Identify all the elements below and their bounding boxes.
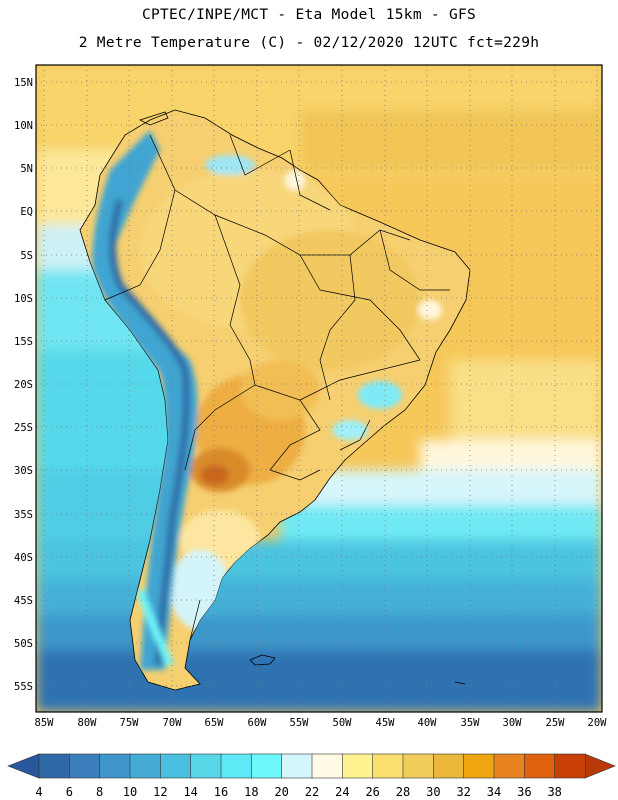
- lon-label: 80W: [78, 717, 98, 729]
- colorbar-swatch: [160, 753, 192, 779]
- latitude-labels: 15N 10N 5N EQ 5S 10S 15S 20S 25S 30S 35S…: [14, 77, 33, 693]
- colorbar-swatch: [524, 753, 556, 779]
- lon-label: 50W: [333, 717, 353, 729]
- lon-label: 75W: [120, 717, 140, 729]
- lon-label: 85W: [35, 717, 55, 729]
- colorbar-swatch: [463, 753, 495, 779]
- temperature-colorbar: 4 6 8 10 12 14 16 18 20 22 24 26 28 30 32 34 36 38: [7, 753, 616, 799]
- colorbar-tick-label: 16: [214, 785, 228, 799]
- lat-label: 5S: [20, 250, 33, 262]
- lat-label: 5N: [20, 163, 33, 175]
- colorbar-swatch: [251, 753, 283, 779]
- colorbar-swatch: [554, 753, 586, 779]
- colorbar-tick-label: 10: [123, 785, 137, 799]
- colorbar-tick-label: 32: [456, 785, 470, 799]
- colorbar-swatch: [129, 753, 162, 779]
- lat-label: 35S: [14, 509, 33, 521]
- lon-label: 25W: [546, 717, 566, 729]
- colorbar-swatch: [281, 753, 313, 779]
- map-frame: [35, 64, 603, 713]
- lon-label: 45W: [376, 717, 396, 729]
- lon-label: 40W: [418, 717, 438, 729]
- longitude-labels: 85W 80W 75W 70W 65W 60W 55W 50W 45W 40W …: [35, 717, 608, 729]
- lon-label: 20W: [588, 717, 608, 729]
- colorbar-tick-label: 28: [396, 785, 410, 799]
- colorbar-tick-label: 18: [244, 785, 258, 799]
- temperature-field: [36, 65, 602, 712]
- lon-label: 70W: [163, 717, 183, 729]
- colorbar-tick-label: 20: [274, 785, 288, 799]
- lat-label: 50S: [14, 638, 33, 650]
- lat-label: 10S: [14, 293, 33, 305]
- lat-label: 55S: [14, 681, 33, 693]
- colorbar-swatch: [433, 753, 465, 779]
- colorbar-right-arrow: [584, 753, 616, 779]
- lon-label: 35W: [461, 717, 481, 729]
- colorbar-tick-label: 14: [183, 785, 197, 799]
- lat-label: 15N: [14, 77, 33, 89]
- colorbar-tick-label: 8: [96, 785, 103, 799]
- map-title-line-2: 2 Metre Temperature (C) - 02/12/2020 12U…: [78, 35, 540, 51]
- lon-label: 55W: [290, 717, 310, 729]
- colorbar-swatch: [99, 753, 131, 779]
- colorbar-tick-label: 36: [517, 785, 531, 799]
- colorbar-tick-label: 24: [335, 785, 349, 799]
- lat-label: 20S: [14, 379, 33, 391]
- lon-label: 60W: [248, 717, 268, 729]
- lat-label: 45S: [14, 595, 33, 607]
- map-title-line-1: CPTEC/INPE/MCT - Eta Model 15km - GFS: [141, 7, 477, 23]
- lat-label: EQ: [20, 206, 33, 218]
- colorbar-swatch: [69, 753, 101, 779]
- lon-label: 30W: [503, 717, 523, 729]
- colorbar-swatch: [38, 753, 71, 779]
- colorbar-tick-label: 12: [153, 785, 167, 799]
- colorbar-tick-label: 26: [365, 785, 379, 799]
- colorbar-tick-label: 4: [35, 785, 42, 799]
- colorbar-swatch: [311, 753, 344, 779]
- lat-label: 25S: [14, 422, 33, 434]
- lat-label: 30S: [14, 465, 33, 477]
- colorbar-swatch: [493, 753, 526, 779]
- colorbar-swatch: [220, 753, 253, 779]
- colorbar-tick-label: 30: [426, 785, 440, 799]
- lon-label: 65W: [205, 717, 225, 729]
- colorbar-swatch: [372, 753, 404, 779]
- colorbar-tick-label: 6: [66, 785, 73, 799]
- colorbar-swatch: [190, 753, 222, 779]
- colorbar-tick-label: 38: [547, 785, 561, 799]
- colorbar-left-arrow: [7, 753, 40, 779]
- colorbar-tick-label: 22: [305, 785, 319, 799]
- lat-label: 10N: [14, 120, 33, 132]
- colorbar-swatch: [342, 753, 374, 779]
- colorbar-swatch: [402, 753, 435, 779]
- lat-label: 40S: [14, 552, 33, 564]
- colorbar-tick-label: 34: [487, 785, 501, 799]
- lat-label: 15S: [14, 336, 33, 348]
